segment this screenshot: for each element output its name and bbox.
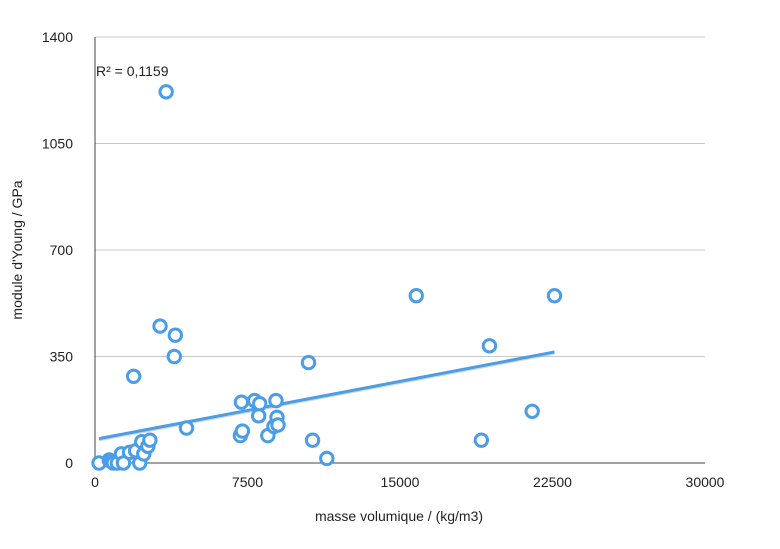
scatter-point: [319, 450, 335, 467]
y-tick-label: 350: [50, 349, 74, 365]
scatter-point: [250, 408, 267, 424]
scatter-point: [158, 84, 174, 100]
x-tick-label: 7500: [232, 474, 263, 490]
scatter-point: [125, 368, 142, 384]
y-tick-label: 1400: [42, 29, 73, 45]
scatter-point: [233, 394, 250, 410]
data-points: [91, 84, 563, 471]
x-axis-title: masse volumique / (kg/m3): [315, 508, 483, 524]
scatter-point: [270, 417, 286, 433]
scatter-point: [481, 338, 498, 354]
y-axis-title: module d'Young / GPa: [9, 180, 25, 319]
trendline-layer: [98, 350, 555, 442]
scatter-point: [473, 432, 490, 448]
scatter-point: [252, 395, 268, 412]
y-tick-label: 1050: [42, 136, 73, 152]
scatter-point: [166, 348, 183, 365]
scatter-point: [178, 420, 195, 436]
scatter-point: [152, 318, 168, 334]
scatter-point: [268, 392, 284, 409]
x-tick-label: 0: [91, 474, 99, 490]
y-tick-label: 700: [50, 242, 74, 258]
x-tick-label: 22500: [533, 474, 572, 490]
trendline: [98, 350, 555, 441]
scatter-point: [304, 432, 321, 448]
scatter-point: [142, 432, 158, 448]
x-tick-label: 15000: [381, 474, 420, 490]
y-tick-label: 0: [65, 455, 73, 471]
scatter-point: [300, 354, 317, 371]
axes: [94, 37, 705, 464]
scatter-point: [167, 327, 184, 343]
scatter-point: [546, 287, 563, 304]
tick-labels: 0 350 700 1050 1400 0 7500 15000 22500 30000: [42, 29, 725, 490]
r-squared-annotation: R² = 0,1159: [96, 63, 169, 79]
scatter-point: [524, 403, 540, 419]
scatter-point: [234, 423, 251, 439]
scatter-point: [408, 287, 424, 304]
x-tick-label: 30000: [686, 474, 725, 490]
grid-lines: [95, 36, 705, 357]
